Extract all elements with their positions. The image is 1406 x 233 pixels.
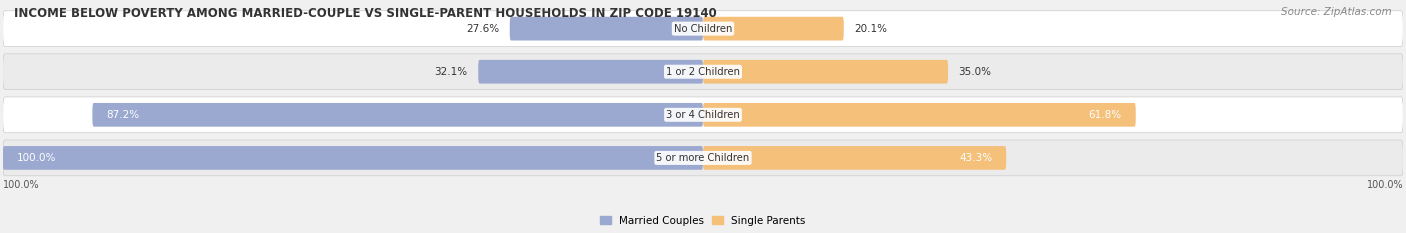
Text: 87.2%: 87.2% <box>107 110 139 120</box>
Text: 27.6%: 27.6% <box>467 24 499 34</box>
Text: 43.3%: 43.3% <box>959 153 993 163</box>
FancyBboxPatch shape <box>3 54 1403 90</box>
Text: 100.0%: 100.0% <box>17 153 56 163</box>
Text: Source: ZipAtlas.com: Source: ZipAtlas.com <box>1281 7 1392 17</box>
Text: 3 or 4 Children: 3 or 4 Children <box>666 110 740 120</box>
FancyBboxPatch shape <box>703 17 844 41</box>
Text: 5 or more Children: 5 or more Children <box>657 153 749 163</box>
FancyBboxPatch shape <box>510 17 703 41</box>
FancyBboxPatch shape <box>3 11 1403 47</box>
FancyBboxPatch shape <box>3 140 1403 176</box>
FancyBboxPatch shape <box>703 146 1007 170</box>
Text: 20.1%: 20.1% <box>855 24 887 34</box>
Text: 100.0%: 100.0% <box>1367 180 1403 190</box>
FancyBboxPatch shape <box>3 146 703 170</box>
FancyBboxPatch shape <box>478 60 703 84</box>
Text: 32.1%: 32.1% <box>434 67 468 77</box>
FancyBboxPatch shape <box>703 60 948 84</box>
Text: 1 or 2 Children: 1 or 2 Children <box>666 67 740 77</box>
Text: No Children: No Children <box>673 24 733 34</box>
Legend: Married Couples, Single Parents: Married Couples, Single Parents <box>596 212 810 230</box>
FancyBboxPatch shape <box>703 103 1136 127</box>
Text: 35.0%: 35.0% <box>959 67 991 77</box>
Text: 100.0%: 100.0% <box>3 180 39 190</box>
FancyBboxPatch shape <box>3 97 1403 133</box>
Text: 61.8%: 61.8% <box>1088 110 1122 120</box>
FancyBboxPatch shape <box>93 103 703 127</box>
Text: INCOME BELOW POVERTY AMONG MARRIED-COUPLE VS SINGLE-PARENT HOUSEHOLDS IN ZIP COD: INCOME BELOW POVERTY AMONG MARRIED-COUPL… <box>14 7 717 20</box>
